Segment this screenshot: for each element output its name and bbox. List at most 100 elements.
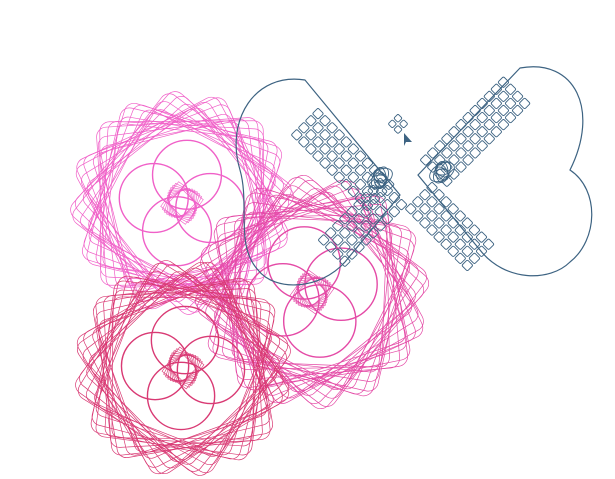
chevron-cell xyxy=(462,154,474,166)
chevron-cell xyxy=(461,217,473,229)
spiro-square-line xyxy=(200,180,424,404)
chevron-cell xyxy=(490,97,502,109)
chevron-cell xyxy=(325,227,337,239)
spiro-square-line xyxy=(99,120,265,286)
spiro-center-square xyxy=(161,182,203,224)
chevron-cell xyxy=(426,210,438,222)
chevron-cell xyxy=(347,171,359,183)
chevron-cell xyxy=(354,150,366,162)
chevron-cell xyxy=(298,122,310,134)
spiro-square-line xyxy=(99,120,265,286)
spiro-center-square xyxy=(168,353,198,383)
chevron-grid-left-upper xyxy=(291,108,395,212)
chevron-cell xyxy=(346,206,358,218)
spiro-center-square xyxy=(168,353,198,383)
spiro-square-line xyxy=(95,280,271,456)
chevron-cell xyxy=(490,83,502,95)
chevron-cell xyxy=(490,112,502,124)
chevron-cell xyxy=(340,150,352,162)
knot-loop xyxy=(435,161,449,183)
spiro-center-square xyxy=(168,353,198,383)
chevron-cell xyxy=(497,90,509,102)
chevron-cell xyxy=(469,119,481,131)
chevron-cell xyxy=(447,231,459,243)
chevron-cell xyxy=(369,193,381,204)
chevron-cell xyxy=(505,83,516,95)
chevron-cell xyxy=(399,119,408,128)
spiro-petal-loop xyxy=(151,139,223,210)
spiro-center-square xyxy=(296,276,328,308)
chevron-cell xyxy=(381,213,393,225)
chevron-cell xyxy=(419,203,431,215)
chevron-cell xyxy=(426,196,438,208)
chevron-cell xyxy=(483,238,495,250)
chevron-cell xyxy=(462,112,474,124)
heart-outline-right xyxy=(417,66,593,277)
chevron-cell xyxy=(512,90,524,102)
chevron-cell xyxy=(318,234,330,246)
chevron-cell xyxy=(476,231,487,243)
chevron-cell xyxy=(469,147,481,159)
chevron-cell xyxy=(291,129,303,141)
chevron-cell xyxy=(312,108,324,120)
spiro-center-square xyxy=(161,346,205,390)
spiro-square-line xyxy=(100,121,264,285)
chevron-cell xyxy=(454,238,466,250)
spiro-square-line xyxy=(95,280,271,456)
chevron-cell xyxy=(461,245,473,257)
spiro-petal-loop xyxy=(146,361,216,431)
spiro-square-line xyxy=(95,280,271,456)
spiro-center-square xyxy=(165,350,201,386)
spiro-center-square xyxy=(167,188,197,218)
chevron-cell xyxy=(388,192,400,204)
spiro-square-line xyxy=(93,278,273,458)
spiro-square-line xyxy=(96,117,268,289)
spiro-square-line xyxy=(234,214,390,370)
chevron-cell xyxy=(476,140,488,152)
chevron-cell xyxy=(305,129,317,141)
chevron-cell xyxy=(476,97,488,109)
chevron-cell xyxy=(353,199,365,211)
spiro-center-square xyxy=(167,188,197,218)
chevron-cell xyxy=(393,114,403,123)
chevron-cell xyxy=(441,133,453,145)
spiro-square-line xyxy=(91,276,275,460)
chevron-cell xyxy=(362,185,373,197)
chevron-cell xyxy=(426,224,438,236)
chevron-cell xyxy=(519,97,531,109)
chevron-cell xyxy=(455,161,467,173)
chevron-cell xyxy=(340,164,352,176)
chevron-cell xyxy=(339,255,351,267)
chevron-cell xyxy=(419,189,431,201)
chevron-cell xyxy=(395,199,407,211)
chevron-cell xyxy=(346,234,358,246)
chevron-cell xyxy=(497,119,509,131)
chevron-cell xyxy=(490,126,502,138)
chevron-grid-left-lower xyxy=(318,177,407,267)
chevron-cell xyxy=(476,245,487,257)
spiro-center-square xyxy=(296,276,328,308)
spiro-square-line xyxy=(90,275,276,461)
spiro-square-line xyxy=(207,187,417,397)
chevron-cell xyxy=(360,206,372,218)
chevron-cell xyxy=(469,105,481,116)
chevron-cell xyxy=(505,97,516,109)
spiro-center-square xyxy=(168,353,198,383)
chevron-cell xyxy=(512,105,524,116)
spiro-square-line xyxy=(208,188,416,396)
chevron-cell xyxy=(367,227,379,239)
chevron-cell xyxy=(346,220,358,232)
chevron-cell xyxy=(305,143,317,155)
spiro-square-line xyxy=(200,180,424,404)
chevron-cell xyxy=(462,140,474,152)
spiro-square-line xyxy=(98,283,268,453)
chevron-cell xyxy=(468,224,480,236)
chevron-cell xyxy=(455,147,467,159)
chevron-cell xyxy=(440,196,452,208)
chevron-cell xyxy=(353,213,365,225)
knot-loop xyxy=(371,166,389,190)
chevron-cell xyxy=(483,133,495,145)
chevron-cell xyxy=(447,245,459,257)
spiro-center-square xyxy=(295,275,329,309)
